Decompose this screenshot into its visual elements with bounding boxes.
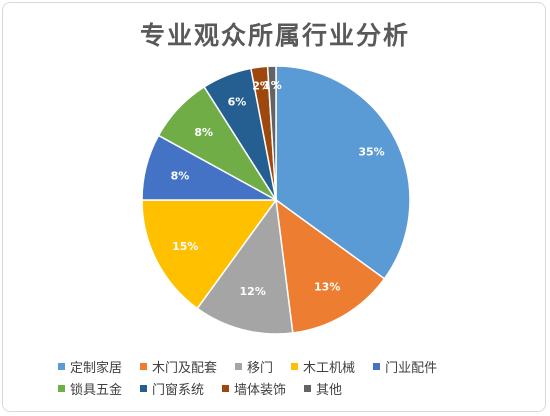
pie-data-label: 35%: [358, 145, 384, 158]
legend-swatch: [291, 362, 299, 370]
legend-label: 门窗系统: [152, 382, 205, 398]
pie-slice: [275, 198, 386, 334]
legend-label: 木工机械: [303, 360, 356, 376]
legend-item: 锁具五金: [58, 379, 122, 398]
pie-slice: [275, 65, 411, 280]
legend-item: 其他: [304, 379, 342, 398]
legend-label: 门业配件: [385, 360, 438, 376]
legend-item: 门业配件: [373, 357, 437, 376]
legend-item: 定制家居: [58, 357, 122, 376]
pie-data-label: 12%: [240, 285, 266, 298]
legend-item: 墙体装饰: [222, 379, 286, 398]
legend-row: 定制家居 木门及配套 移门 木工机械 门业配件: [58, 355, 518, 377]
pie-data-label: 1%: [263, 79, 282, 92]
pie-slice: [266, 65, 277, 201]
legend-swatch: [140, 362, 148, 370]
legend-swatch: [235, 362, 243, 370]
pie-data-label: 13%: [314, 281, 340, 294]
pie-data-label: 2%: [252, 80, 271, 93]
pie-slice: [196, 198, 294, 335]
legend-label: 锁具五金: [70, 382, 123, 398]
legend-swatch: [222, 384, 230, 392]
chart-legend: 定制家居 木门及配套 移门 木工机械 门业配件 锁具五金 门窗系统 墙体装饰 其他: [58, 355, 518, 399]
pie-slice: [141, 199, 278, 310]
pie-data-label: 8%: [171, 169, 190, 182]
legend-swatch: [58, 362, 65, 370]
legend-label: 其他: [316, 382, 343, 398]
legend-swatch: [58, 384, 65, 392]
legend-item: 木工机械: [291, 357, 355, 376]
legend-label: 定制家居: [70, 360, 123, 376]
legend-item: 木门及配套: [140, 357, 217, 376]
legend-swatch: [140, 384, 148, 392]
legend-label: 木门及配套: [152, 360, 218, 376]
legend-item: 移门: [235, 357, 273, 376]
legend-swatch: [304, 384, 312, 392]
pie-data-label: 15%: [172, 240, 198, 253]
pie-data-label: 8%: [194, 126, 213, 139]
legend-row: 锁具五金 门窗系统 墙体装饰 其他: [58, 377, 518, 399]
pie-data-label: 6%: [228, 96, 247, 109]
legend-item: 门窗系统: [140, 379, 204, 398]
legend-label: 移门: [247, 360, 274, 376]
legend-swatch: [373, 362, 381, 370]
legend-label: 墙体装饰: [234, 382, 287, 398]
chart-title: 专业观众所属行业分析: [139, 21, 410, 50]
